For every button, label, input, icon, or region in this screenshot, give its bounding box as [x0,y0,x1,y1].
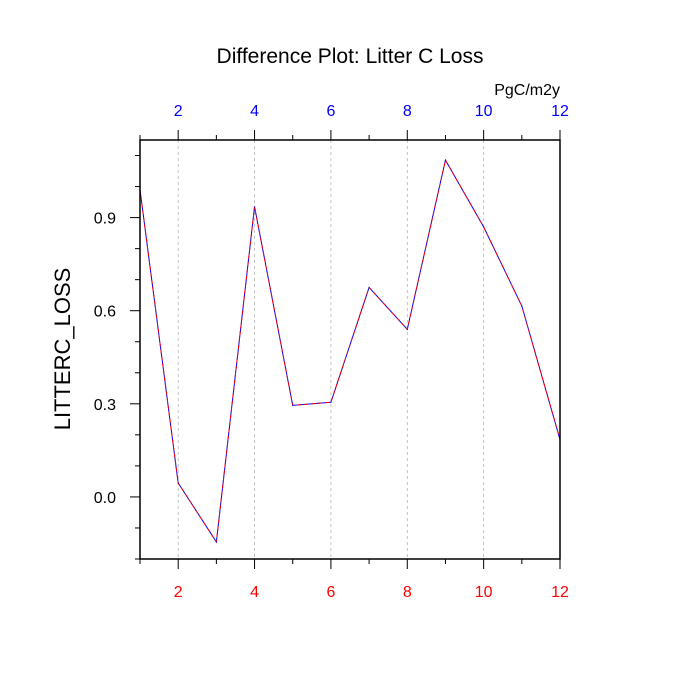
x-tick-label-top: 10 [475,103,493,120]
y-tick-label: 0.6 [94,304,116,321]
x-tick-label-bottom: 8 [403,584,412,601]
units-label: PgC/m2y [494,82,560,99]
data-point [330,401,332,403]
y-tick-label: 0.0 [94,490,116,507]
y-tick-label: 0.9 [94,211,116,228]
data-point [521,305,523,307]
chart-title: Difference Plot: Litter C Loss [217,45,484,68]
x-tick-label-top: 2 [174,103,183,120]
x-tick-label-bottom: 12 [551,584,569,601]
plot-frame [139,139,561,560]
x-tick-label-top: 6 [326,103,335,120]
series-line-dashed-0 [139,158,561,544]
x-tick-label-bottom: 4 [250,584,259,601]
data-point [253,206,256,208]
data-point [177,482,179,484]
y-tick-label: 0.3 [94,397,116,414]
data-point [444,159,447,161]
data-point [215,541,217,543]
data-point [368,286,370,289]
series-line-0 [139,158,561,544]
y-axis-label: LITTERC_LOSS [50,268,75,431]
tick-labels: 2 4 6 8 10 12 2 4 6 8 10 12 0.0 0.3 0.6 0.9 [94,103,569,601]
tick-marks [130,130,561,569]
x-tick-label-bottom: 10 [475,584,493,601]
data-point [483,226,485,228]
data-point [406,328,408,330]
series-layer [139,158,561,544]
x-tick-label-top: 8 [403,103,412,120]
data-point [292,404,294,406]
x-tick-label-top: 4 [250,103,259,120]
x-tick-label-bottom: 6 [326,584,335,601]
x-tick-label-bottom: 2 [174,584,183,601]
x-tick-label-top: 12 [551,103,569,120]
grid-lines [177,140,561,559]
